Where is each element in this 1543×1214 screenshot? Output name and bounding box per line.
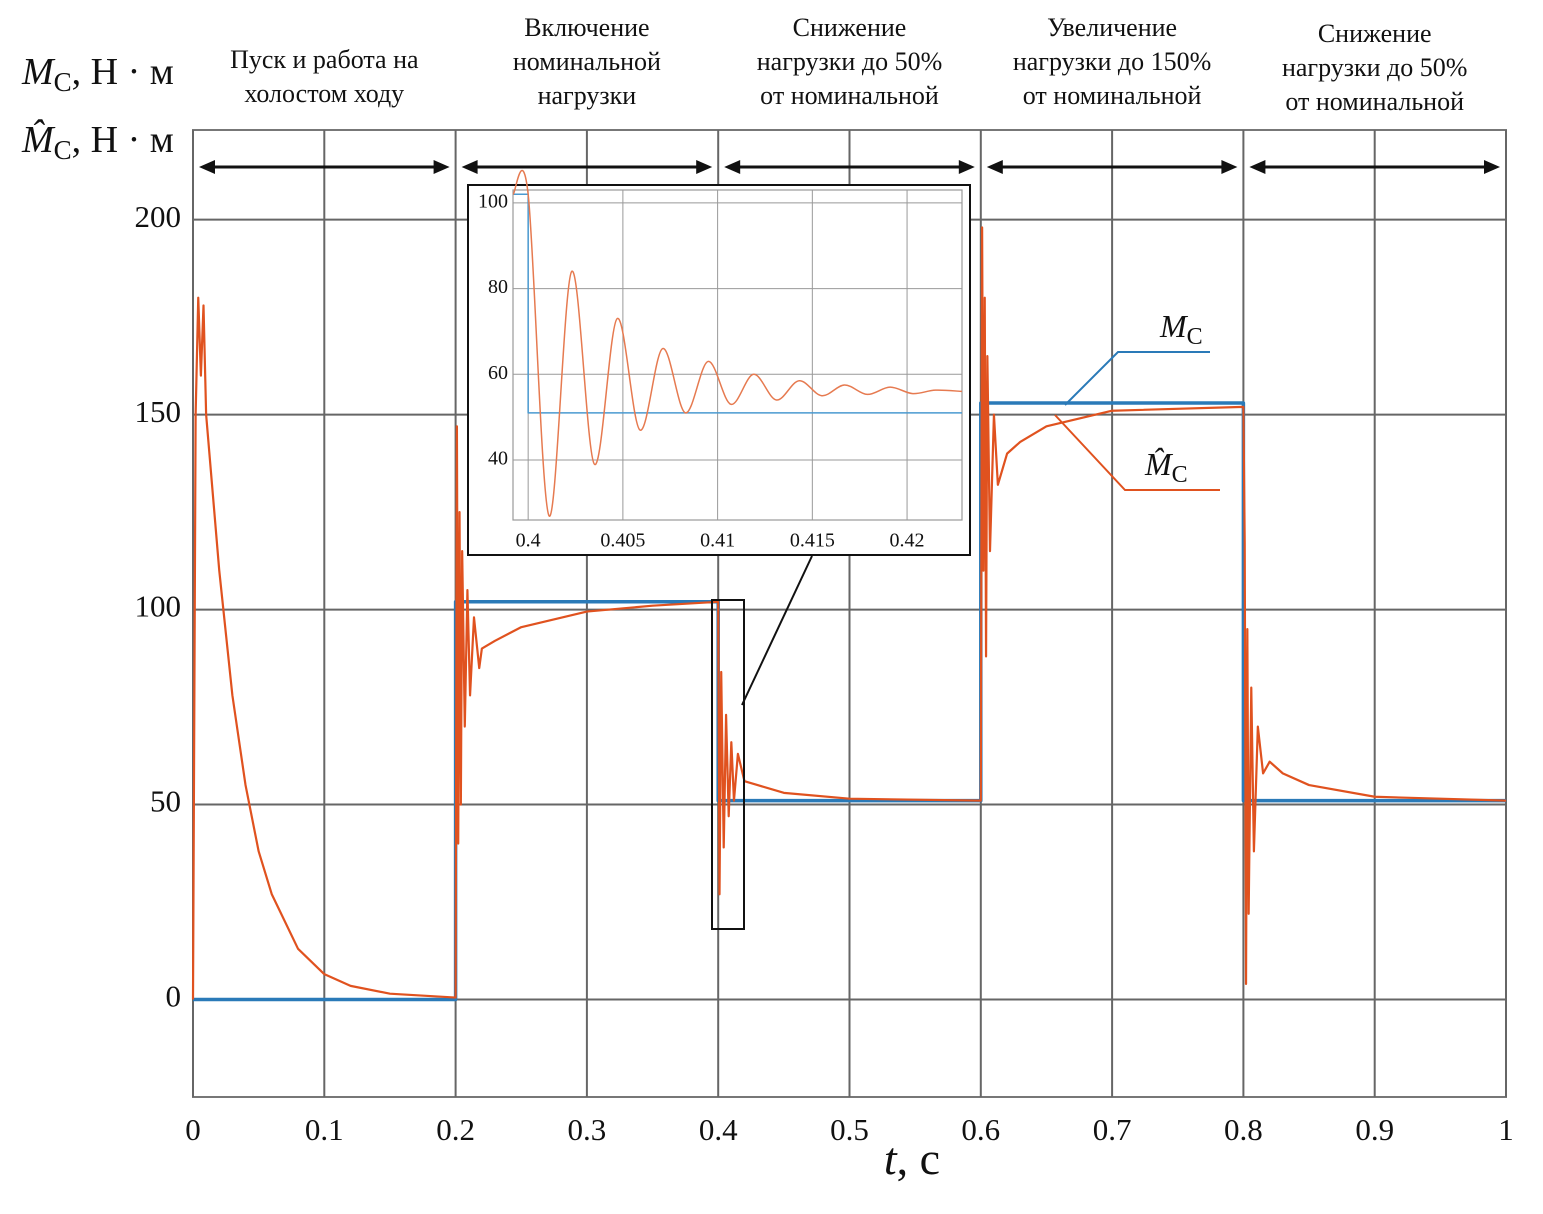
x-tick-label: 0	[185, 1112, 201, 1147]
phase-label: от номинальной	[760, 81, 939, 110]
arrow-head	[1249, 160, 1266, 174]
arrow-head	[433, 160, 450, 174]
phase-label: Снижение	[793, 13, 907, 42]
inset-x-tick-label: 0.41	[700, 530, 735, 552]
inset-y-tick-label: 60	[488, 362, 508, 384]
zoom-box	[711, 599, 745, 930]
inset-y-tick-label: 100	[478, 190, 508, 212]
y-tick-label: 200	[135, 199, 182, 234]
arrow-head	[199, 160, 215, 174]
x-tick-label: 0.7	[1093, 1112, 1132, 1147]
y-axis-unit: , Н · м	[72, 119, 174, 161]
phase-label: Снижение	[1318, 19, 1432, 48]
phase-label: нагрузки до 50%	[1282, 53, 1467, 82]
legend-label: M̂C	[1144, 446, 1188, 487]
inset-line	[512, 169, 963, 517]
x-tick-label: 0.6	[961, 1112, 1000, 1147]
x-tick-label: 0.3	[568, 1112, 607, 1147]
phase-label: от номинальной	[1023, 81, 1202, 110]
arrow-head	[958, 160, 975, 174]
zoom-connector	[741, 555, 813, 706]
arrow-head	[1484, 160, 1500, 174]
inset-x-tick-label: 0.405	[600, 530, 645, 552]
arrow-head	[696, 160, 713, 174]
phase-label: холостом ходу	[244, 79, 404, 108]
legend-leader	[1064, 351, 1210, 406]
x-tick-label: 0.1	[305, 1112, 344, 1147]
legend-symbol: M	[1159, 308, 1189, 344]
arrow-head	[724, 160, 741, 174]
inset-y-tick-label: 80	[488, 276, 508, 298]
x-axis-label: t, с	[884, 1133, 940, 1184]
inset-x-tick-label: 0.42	[890, 530, 925, 552]
x-tick-label: 0.2	[436, 1112, 475, 1147]
x-tick-label: 0.5	[830, 1112, 869, 1147]
x-tick-label: 1	[1498, 1112, 1514, 1147]
phase-label: нагрузки до 50%	[757, 47, 942, 76]
x-tick-label: 0.4	[699, 1112, 738, 1147]
arrow-head	[986, 160, 1003, 174]
inset-y-tick-label: 40	[488, 448, 508, 470]
y-axis-label: MC, Н · м	[21, 51, 174, 97]
inset-x-tick-label: 0.4	[516, 530, 541, 552]
arrow-head	[461, 160, 478, 174]
y-tick-label: 50	[150, 784, 181, 819]
phase-label: номинальной	[513, 47, 661, 76]
legend-subscript: C	[1172, 462, 1188, 488]
y-axis-symbol: M̂	[21, 118, 56, 160]
y-axis-label: M̂C, Н · м	[21, 118, 174, 165]
series-line	[191, 226, 1507, 1000]
x-axis-unit: , с	[897, 1133, 940, 1184]
y-axis-subscript: C	[54, 67, 72, 97]
y-axis-unit: , Н · м	[72, 51, 174, 93]
phase-label: Пуск и работа на	[230, 45, 419, 74]
inset-plot	[512, 189, 963, 521]
x-tick-label: 0.9	[1355, 1112, 1394, 1147]
inset-frame	[467, 184, 971, 556]
y-axis-symbol: M	[21, 51, 56, 93]
legend-label: MC	[1159, 308, 1203, 349]
phase-label: Включение	[524, 13, 649, 42]
legend-symbol: M̂	[1144, 446, 1174, 482]
x-tick-label: 0.8	[1224, 1112, 1263, 1147]
arrow-head	[1221, 160, 1238, 174]
phase-label: нагрузки	[538, 81, 637, 110]
inset-x-tick-label: 0.415	[790, 530, 835, 552]
x-axis-symbol: t	[884, 1133, 898, 1184]
legend-subscript: C	[1187, 324, 1203, 350]
inset: 40 60 80 100 0.4 0.405 0.41 0.415 0.42	[467, 169, 971, 556]
series-group	[191, 226, 1507, 1002]
inset-line	[513, 193, 962, 414]
y-tick-label: 100	[135, 589, 182, 624]
phase-label: Увеличение	[1047, 13, 1177, 42]
y-axis-subscript: C	[54, 135, 72, 165]
phase-label: от номинальной	[1285, 87, 1464, 116]
legend-leader	[1054, 414, 1220, 491]
phase-label: нагрузки до 150%	[1013, 47, 1211, 76]
y-tick-label: 150	[135, 394, 182, 429]
y-tick-label: 0	[166, 979, 182, 1014]
